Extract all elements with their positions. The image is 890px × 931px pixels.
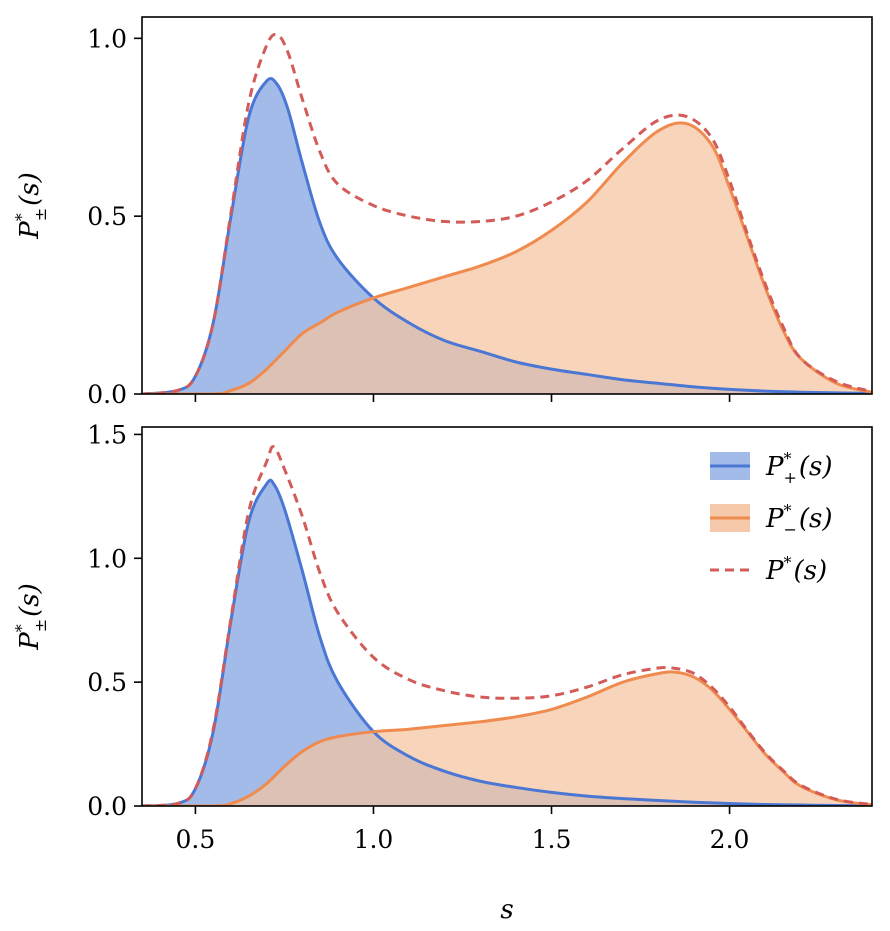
legend-label: P*(s) [765,553,827,586]
series-line-minus [142,670,872,806]
svg-text:P*−(s): P* −(s) [765,501,833,539]
x-tick-label: 1.5 [532,825,572,854]
y-tick-label: 1.5 [87,420,127,449]
svg-text:P*+(s): P* +(s) [765,449,833,487]
legend-label: P* +(s) [765,449,833,487]
y-axis-label: P*±(s) [12,583,50,651]
svg-text:P*±(s): P*±(s) [12,172,50,240]
x-tick-label: 1.0 [354,825,394,854]
plot-area [142,32,872,394]
y-tick-label: 0.0 [87,792,127,821]
legend: P* +(s) P* −(s) P*(s) [710,449,833,586]
svg-text:P*±(s): P*±(s) [12,583,50,651]
y-tick-label: 1.0 [87,24,127,53]
x-tick-label: 0.5 [176,825,216,854]
series-fill-plus [142,480,872,806]
top-panel: 0.0 0.5 1.0 P*±(s) [12,16,873,409]
legend-label: P* −(s) [765,501,833,539]
axes-frame [141,16,873,395]
plot-area [142,445,872,806]
series-fill-plus [142,78,872,394]
series-line-plus [142,478,872,806]
y-axis-label: P*±(s) [12,172,50,240]
svg-text:P*(s): P*(s) [765,553,827,586]
bottom-panel: 0.0 0.5 1.0 1.5 0.5 1.0 1.5 2.0 P*±(s) [12,420,873,854]
y-tick-label: 0.5 [87,668,127,697]
y-tick-label: 0.5 [87,202,127,231]
axes-frame [141,426,873,807]
x-tick-label: 2.0 [710,825,750,854]
y-tick-label: 0.0 [87,380,127,409]
x-axis-label: s [500,895,513,925]
series-fill-minus [142,671,872,806]
series-fill-minus [142,122,872,394]
series-line-total [142,32,872,394]
series-line-total [142,445,872,806]
y-tick-label: 1.0 [87,544,127,573]
